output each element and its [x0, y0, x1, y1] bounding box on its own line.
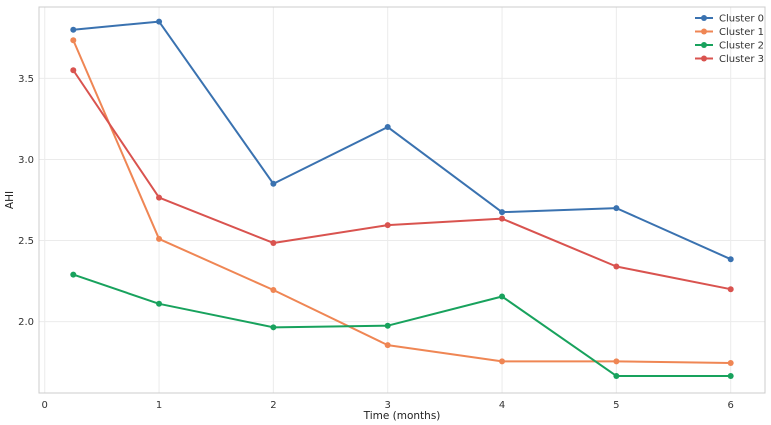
y-tick-label: 3.0 — [18, 155, 34, 166]
data-point — [499, 209, 506, 216]
legend-label: Cluster 1 — [719, 27, 764, 38]
series-group — [70, 18, 734, 379]
y-axis-label: AHI — [4, 191, 16, 209]
plot-frame — [38, 6, 766, 394]
legend-item: Cluster 1 — [695, 27, 764, 38]
series-0 — [70, 18, 734, 263]
data-point — [384, 322, 391, 329]
legend-item: Cluster 0 — [695, 14, 764, 25]
legend-item: Cluster 3 — [695, 54, 764, 65]
data-point — [384, 222, 391, 229]
series-3 — [70, 67, 734, 293]
tick-labels: 0 1 2 3 4 5 6 2.0 2.5 3.0 3.5 — [18, 74, 734, 411]
data-point — [156, 235, 163, 242]
data-point — [727, 256, 734, 263]
data-point — [270, 180, 277, 187]
legend-item: Cluster 2 — [695, 41, 764, 52]
x-tick-label: 0 — [42, 400, 48, 411]
x-tick-label: 1 — [156, 400, 162, 411]
data-point — [499, 358, 506, 365]
data-point — [613, 372, 620, 379]
data-point — [270, 324, 277, 331]
y-tick-label: 3.5 — [18, 74, 34, 85]
data-point — [156, 300, 163, 307]
legend-swatch-marker — [701, 42, 707, 48]
data-point — [70, 67, 77, 74]
legend-label: Cluster 0 — [719, 14, 764, 25]
data-point — [499, 215, 506, 222]
data-point — [727, 286, 734, 293]
legend-label: Cluster 2 — [719, 41, 764, 52]
y-tick-label: 2.5 — [18, 236, 34, 247]
series-line — [72, 69, 732, 291]
y-tick-label: 2.0 — [18, 317, 34, 328]
series-1 — [70, 37, 734, 366]
grid — [39, 7, 765, 393]
data-point — [727, 359, 734, 366]
x-tick-label: 3 — [385, 400, 391, 411]
x-tick-label: 4 — [499, 400, 505, 411]
legend-swatch-marker — [701, 55, 707, 62]
data-point — [70, 271, 77, 278]
data-point — [70, 26, 77, 33]
data-point — [613, 358, 620, 365]
legend-swatch-marker — [701, 28, 707, 35]
data-point — [270, 287, 277, 294]
data-point — [384, 342, 391, 349]
x-tick-label: 6 — [728, 400, 734, 411]
legend: Cluster 0 Cluster 1 Cluster 2 Cluster 3 — [695, 14, 764, 65]
x-axis-label: Time (months) — [363, 410, 441, 422]
x-tick-label: 2 — [270, 400, 276, 411]
data-point — [727, 372, 734, 379]
series-2 — [70, 271, 734, 379]
data-point — [499, 293, 506, 300]
data-point — [156, 194, 163, 201]
legend-label: Cluster 3 — [719, 54, 764, 65]
data-point — [384, 124, 391, 131]
data-point — [613, 263, 620, 270]
data-point — [156, 18, 163, 25]
data-point — [270, 239, 277, 246]
legend-swatch-marker — [701, 15, 707, 21]
x-tick-label: 5 — [613, 400, 619, 411]
data-point — [613, 205, 620, 212]
data-point — [70, 37, 77, 44]
